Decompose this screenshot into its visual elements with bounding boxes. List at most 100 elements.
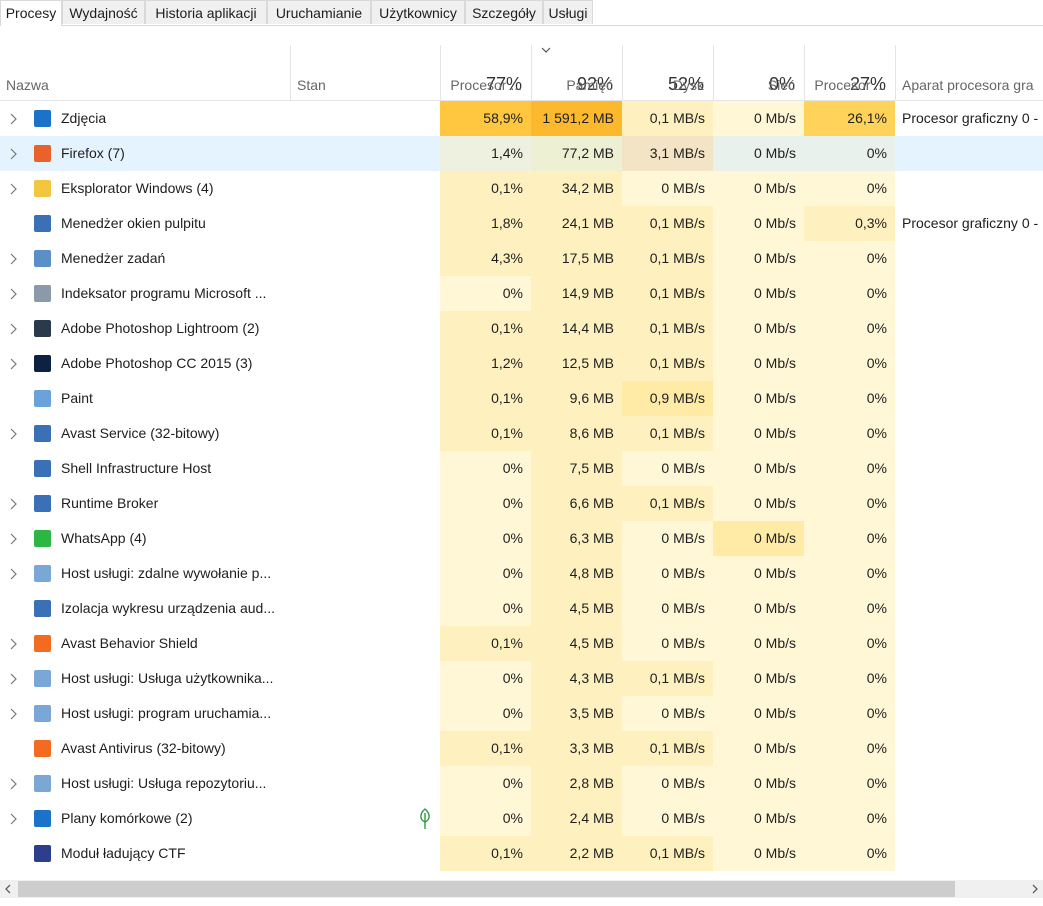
column-header: Nazwa Stan Aparat procesora gra 77% Proce…: [0, 26, 1043, 101]
process-name[interactable]: Menedżer okien pulpitu: [61, 215, 206, 231]
process-icon: [34, 565, 51, 582]
process-name[interactable]: Paint: [61, 390, 93, 406]
expand-arrow[interactable]: [8, 568, 18, 580]
metric-cell: 1,4%: [440, 136, 531, 171]
process-row[interactable]: Host usługi: Usługa użytkownika... 0% 4,3 …: [0, 661, 1043, 696]
tab[interactable]: Szczegóły: [465, 0, 543, 24]
tab[interactable]: Usługi: [543, 0, 593, 24]
process-name[interactable]: Host usługi: Usługa repozytoriu...: [61, 775, 267, 791]
column-label[interactable]: Dysk: [672, 77, 704, 93]
expand-arrow[interactable]: [8, 533, 18, 545]
expand-arrow[interactable]: [8, 673, 18, 685]
process-row[interactable]: Host usługi: program uruchamia... 0% 3,5 M…: [0, 696, 1043, 731]
process-name[interactable]: WhatsApp (4): [61, 530, 147, 546]
process-row[interactable]: Avast Antivirus (32-bitowy) 0,1% 3,3 MB 0,1…: [0, 731, 1043, 766]
tab[interactable]: Wydajność: [62, 0, 145, 24]
metric-cell: 0 MB/s: [622, 626, 713, 661]
column-label[interactable]: Procesor ...: [814, 77, 886, 93]
expand-arrow[interactable]: [8, 183, 18, 195]
expand-arrow[interactable]: [8, 288, 18, 300]
process-row[interactable]: Paint 0,1% 9,6 MB 0,9 MB/s 0 Mb/s 0%: [0, 381, 1043, 416]
process-row[interactable]: WhatsApp (4) 0% 6,3 MB 0 MB/s 0 Mb/s 0%: [0, 521, 1043, 556]
process-row[interactable]: Avast Service (32-bitowy) 0,1% 8,6 MB 0,1 M…: [0, 416, 1043, 451]
chevron: [10, 638, 17, 650]
metric-cell: 0,1 MB/s: [622, 276, 713, 311]
process-name[interactable]: Host usługi: zdalne wywołanie p...: [61, 565, 272, 581]
expand-arrow[interactable]: [8, 778, 18, 790]
process-name[interactable]: Zdjęcia: [61, 110, 107, 126]
process-icon: [34, 320, 51, 337]
process-name[interactable]: Avast Behavior Shield: [61, 635, 198, 651]
process-row[interactable]: Izolacja wykresu urządzenia aud... 0% 4,5 …: [0, 591, 1043, 626]
column-usage[interactable]: 0%: [768, 74, 795, 94]
column-status[interactable]: Stan: [297, 77, 326, 93]
metric-cell: 0,1 MB/s: [622, 661, 713, 696]
process-row[interactable]: Zdjęcia 58,9% 1 591,2 MB 0,1 MB/s 0 Mb/s 26,1…: [0, 101, 1043, 136]
process-name[interactable]: Host usługi: Usługa użytkownika...: [61, 670, 274, 686]
tab[interactable]: Użytkownicy: [371, 0, 465, 24]
process-name[interactable]: Eksplorator Windows (4): [61, 180, 214, 196]
process-name[interactable]: Shell Infrastructure Host: [61, 460, 212, 476]
process-row[interactable]: Host usługi: Usługa repozytoriu... 0% 2,8 …: [0, 766, 1043, 801]
column-label[interactable]: Procesor ...: [450, 77, 522, 93]
scroll-left[interactable]: [3, 884, 13, 894]
column-usage[interactable]: 52%: [667, 74, 704, 94]
process-name[interactable]: Izolacja wykresu urządzenia aud...: [61, 600, 275, 616]
expand-arrow[interactable]: [8, 253, 18, 265]
expand-arrow[interactable]: [8, 498, 18, 510]
metric-cell: 0 Mb/s: [713, 416, 804, 451]
process-row[interactable]: Menedżer zadań 4,3% 17,5 MB 0,1 MB/s 0 Mb/s 0…: [0, 241, 1043, 276]
process-name[interactable]: Host usługi: program uruchamia...: [61, 705, 272, 721]
process-row[interactable]: Menedżer okien pulpitu 1,8% 24,1 MB 0,1 MB/…: [0, 206, 1043, 241]
scroll-right[interactable]: [1030, 884, 1040, 894]
process-name[interactable]: Plany komórkowe (2): [61, 810, 193, 826]
expand-arrow[interactable]: [8, 323, 18, 335]
process-name[interactable]: Menedżer zadań: [61, 250, 166, 266]
process-row[interactable]: Runtime Broker 0% 6,6 MB 0,1 MB/s 0 Mb/s 0%: [0, 486, 1043, 521]
scroll-thumb[interactable]: [18, 881, 955, 897]
expand-arrow[interactable]: [8, 428, 18, 440]
expand-arrow[interactable]: [8, 148, 18, 160]
process-row[interactable]: Adobe Photoshop CC 2015 (3) 1,2% 12,5 MB 0,…: [0, 346, 1043, 381]
process-row[interactable]: Shell Infrastructure Host 0% 7,5 MB 0 MB/s 0…: [0, 451, 1043, 486]
expand-arrow[interactable]: [8, 113, 18, 125]
tab[interactable]: Uruchamianie: [267, 0, 371, 24]
column-label[interactable]: Pamięć: [566, 77, 613, 93]
column-name[interactable]: Nazwa: [6, 77, 49, 93]
metric-cell: 0 MB/s: [622, 521, 713, 556]
process-row[interactable]: Plany komórkowe (2) 0% 2,4 MB 0 MB/s 0 Mb/s 0…: [0, 801, 1043, 836]
process-name[interactable]: Firefox (7): [61, 145, 125, 161]
process-row[interactable]: Avast Behavior Shield 0,1% 4,5 MB 0 MB/s 0 M…: [0, 626, 1043, 661]
process-row[interactable]: Host usługi: zdalne wywołanie p... 0% 4,8 …: [0, 556, 1043, 591]
expand-arrow[interactable]: [8, 708, 18, 720]
tab[interactable]: Historia aplikacji: [145, 0, 267, 24]
tab[interactable]: Procesy: [0, 0, 62, 26]
metric-cell: 26,1%: [804, 101, 895, 136]
process-row[interactable]: Moduł ładujący CTF 0,1% 2,2 MB 0,1 MB/s 0 Mb…: [0, 836, 1043, 871]
column-usage[interactable]: 77%: [485, 74, 522, 94]
column-usage[interactable]: 27%: [849, 74, 886, 94]
process-row[interactable]: Eksplorator Windows (4) 0,1% 34,2 MB 0 MB/s…: [0, 171, 1043, 206]
process-row[interactable]: Firefox (7) 1,4% 77,2 MB 3,1 MB/s 0 Mb/s 0%: [0, 136, 1043, 171]
process-name[interactable]: Moduł ładujący CTF: [61, 845, 186, 861]
process-name[interactable]: Indeksator programu Microsoft ...: [61, 285, 267, 301]
horizontal-scrollbar[interactable]: [0, 880, 1043, 898]
expand-arrow[interactable]: [8, 813, 18, 825]
arrow: [5, 884, 11, 894]
process-name[interactable]: Avast Antivirus (32-bitowy): [61, 740, 226, 756]
process-name[interactable]: Avast Service (32-bitowy): [61, 425, 220, 441]
metric-cell: 0%: [440, 766, 531, 801]
metric-cell: 0 Mb/s: [713, 626, 804, 661]
process-name[interactable]: Adobe Photoshop CC 2015 (3): [61, 355, 253, 371]
process-name[interactable]: Adobe Photoshop Lightroom (2): [61, 320, 260, 336]
process-row[interactable]: Indeksator programu Microsoft ... 0% 14,9 …: [0, 276, 1043, 311]
process-name[interactable]: Runtime Broker: [61, 495, 159, 511]
column-usage[interactable]: 92%: [576, 74, 613, 94]
process-row[interactable]: Adobe Photoshop Lightroom (2) 0,1% 14,4 MB…: [0, 311, 1043, 346]
metric-cell: 0 Mb/s: [713, 451, 804, 486]
chevron: [10, 568, 17, 580]
expand-arrow[interactable]: [8, 638, 18, 650]
column-gpu-engine[interactable]: Aparat procesora gra: [902, 77, 1034, 93]
column-label[interactable]: Sieć: [767, 77, 795, 93]
expand-arrow[interactable]: [8, 358, 18, 370]
